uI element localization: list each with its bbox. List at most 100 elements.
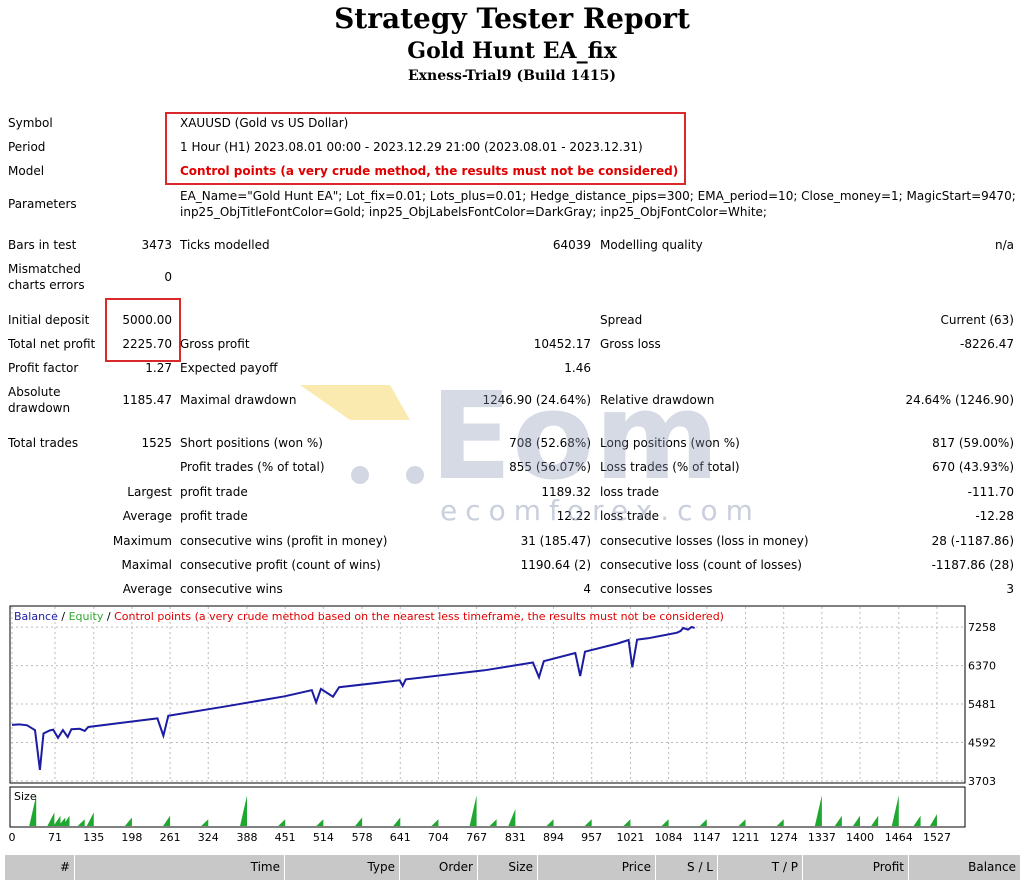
legend-note: Control points (a very crude method base… [114, 610, 724, 623]
x-tick-5: 324 [198, 831, 219, 844]
ltrades-label: Loss trades (% of total) [600, 460, 740, 474]
bars-label: Bars in test [8, 238, 77, 252]
server-build: Exness-Trial9 (Build 1415) [408, 68, 616, 84]
x-tick-1: 71 [48, 831, 62, 844]
maximal-label: Maximal [121, 558, 172, 572]
grossprofit-value: 10452.17 [533, 337, 591, 351]
x-tick-21: 1337 [808, 831, 836, 844]
period-value: 1 Hour (H1) 2023.08.01 00:00 - 2023.12.2… [180, 140, 643, 154]
model-value: Control points (a very crude method, the… [180, 164, 679, 178]
size-label: Size [14, 790, 37, 803]
largest-label: Largest [127, 485, 172, 499]
average2-label: Average [122, 582, 172, 596]
x-tick-22: 1400 [846, 831, 874, 844]
model-label: Model [8, 164, 45, 178]
x-tick-8: 514 [313, 831, 334, 844]
highlight-box-profit [105, 298, 181, 362]
x-tick-12: 767 [466, 831, 487, 844]
max-cons-losses-value: 28 (-1187.86) [931, 534, 1014, 548]
highlight-box-info [165, 112, 686, 185]
x-tick-20: 1274 [770, 831, 798, 844]
trades-value: 1525 [141, 436, 172, 450]
average-profit-value: 12.22 [556, 509, 591, 523]
maxdd-value: 1246.90 (24.64%) [482, 393, 591, 407]
header-cell-4: Size [478, 855, 538, 880]
pf-label: Profit factor [8, 361, 79, 375]
maxdd-label: Maximal drawdown [180, 393, 297, 407]
reldd-value: 24.64% (1246.90) [905, 393, 1014, 407]
mismatch-label-2: charts errors [8, 278, 85, 292]
size-bar-8 [163, 815, 171, 826]
largest-profit-value: 1189.32 [541, 485, 591, 499]
average-profit-label: profit trade [180, 509, 248, 523]
largest-profit-label: profit trade [180, 485, 248, 499]
size-bar-28 [853, 815, 861, 826]
y-tick-0: 7258 [968, 621, 996, 634]
grossloss-value: -8226.47 [960, 337, 1014, 351]
short-label: Short positions (won %) [180, 436, 323, 450]
ea-name: Gold Hunt EA_fix [407, 38, 617, 64]
size-bar-32 [929, 814, 937, 826]
size-bar-2 [53, 815, 61, 826]
ticks-label: Ticks modelled [180, 238, 270, 252]
deposit-value: 5000.00 [122, 313, 172, 327]
ptrades-label: Profit trades (% of total) [180, 460, 325, 474]
x-tick-0: 0 [9, 831, 16, 844]
chart-legend: Balance / Equity / Control points (a ver… [14, 610, 724, 623]
average-loss-value: -12.28 [975, 509, 1014, 523]
legend-equity: Equity [69, 610, 104, 623]
size-bar-3 [58, 817, 66, 826]
parameters-line-1: EA_Name="Gold Hunt EA"; Lot_fix=0.01; Lo… [180, 189, 1016, 203]
grossprofit-label: Gross profit [180, 337, 250, 351]
header-cell-2: Type [285, 855, 400, 880]
x-tick-23: 1464 [885, 831, 913, 844]
balance-chart: 7258 6370 5481 4592 3703 0 71 135 198 261 324 388 4… [9, 605, 996, 844]
x-tick-16: 1021 [616, 831, 644, 844]
spread-label: Spread [600, 313, 643, 327]
x-tick-13: 831 [505, 831, 526, 844]
absdd-value: 1185.47 [122, 393, 172, 407]
mismatch-label-1: Mismatched [8, 262, 81, 276]
long-label: Long positions (won %) [600, 436, 740, 450]
payoff-label: Expected payoff [180, 361, 278, 375]
long-value: 817 (59.00%) [932, 436, 1014, 450]
parameters-line-2: inp25_ObjTitleFontColor=Gold; inp25_ObjL… [180, 205, 767, 219]
max-cons-loss-label: consecutive loss (count of losses) [600, 558, 802, 572]
size-bar-4 [62, 815, 70, 826]
symbol-label: Symbol [8, 116, 53, 130]
header-cell-8: Profit [803, 855, 909, 880]
header-cell-7: T / P [718, 855, 803, 880]
largest-loss-label: loss trade [600, 485, 659, 499]
max-cons-wins-label: consecutive wins (profit in money) [180, 534, 388, 548]
max-cons-loss-value: -1187.86 (28) [931, 558, 1014, 572]
legend-balance: Balance [14, 610, 58, 623]
short-value: 708 (52.68%) [509, 436, 591, 450]
x-tick-6: 388 [237, 831, 258, 844]
x-tick-3: 198 [121, 831, 142, 844]
quality-value: n/a [994, 238, 1014, 252]
watermark-cart-icon [300, 385, 410, 420]
avg-cons-wins-label: consecutive wins [180, 582, 283, 596]
avg-cons-losses-value: 3 [1006, 582, 1014, 596]
header-cell-6: S / L [656, 855, 718, 880]
period-label: Period [8, 140, 46, 154]
header-cell-0: # [5, 855, 75, 880]
max-cons-wins-value: 31 (185.47) [520, 534, 591, 548]
symbol-value: XAUUSD (Gold vs US Dollar) [180, 116, 349, 130]
size-bar-13 [355, 817, 363, 826]
report-title: Strategy Tester Report [334, 2, 690, 35]
balance-line [11, 625, 695, 771]
size-bar-7 [124, 817, 132, 826]
x-tick-14: 894 [543, 831, 564, 844]
ptrades-value: 855 (56.07%) [509, 460, 591, 474]
x-tick-19: 1211 [732, 831, 760, 844]
size-bar-31 [913, 815, 921, 826]
average-label: Average [122, 509, 172, 523]
maximum-label: Maximum [112, 534, 172, 548]
legend-separator-2: / [103, 610, 114, 623]
x-tick-15: 957 [581, 831, 602, 844]
x-tick-11: 704 [428, 831, 449, 844]
y-tick-2: 5481 [968, 698, 996, 711]
largest-loss-value: -111.70 [967, 485, 1014, 499]
